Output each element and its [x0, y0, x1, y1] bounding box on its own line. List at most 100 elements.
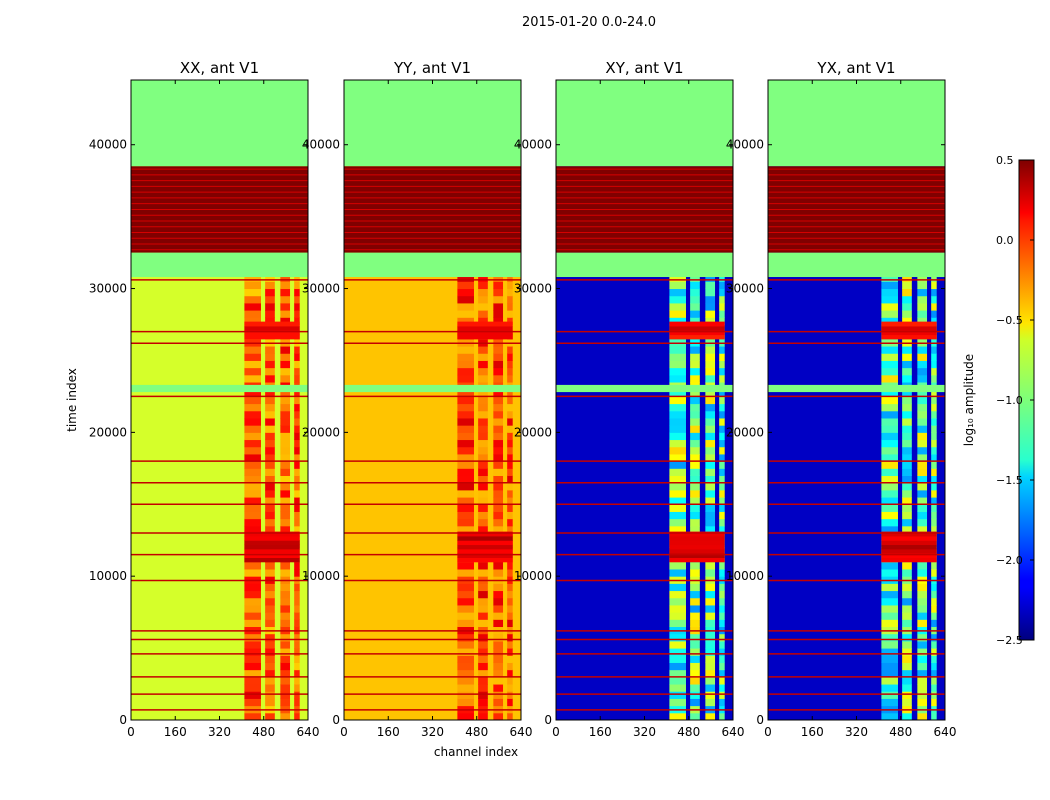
heatmap-cell — [705, 374, 716, 383]
heatmap-cell — [690, 497, 700, 505]
heatmap-cell — [705, 684, 716, 692]
heatmap-cell — [902, 583, 912, 592]
heatmap-cell — [881, 317, 898, 325]
heatmap-cell — [690, 302, 700, 311]
heatmap-cell — [507, 583, 513, 592]
heatmap-cell — [493, 281, 504, 290]
heatmap-cell — [881, 334, 937, 340]
heatmap-cell — [881, 374, 898, 383]
heatmap-cell — [507, 425, 513, 433]
heatmap-cell — [294, 396, 300, 405]
heatmap-cell — [719, 525, 725, 534]
heatmap-cell — [457, 561, 474, 570]
heatmap-cell — [881, 389, 898, 397]
heatmap-cell — [457, 712, 474, 720]
heatmap-cell — [294, 295, 300, 304]
heatmap-cell — [902, 461, 912, 469]
heatmap-cell — [507, 568, 513, 577]
heatmap-cell — [705, 446, 716, 455]
heatmap-cell — [478, 310, 488, 318]
heatmap-cell — [478, 403, 488, 412]
heatmap-cell — [917, 568, 928, 577]
colorbar-tick-label: −2.0 — [996, 554, 1023, 567]
heatmap-cell — [881, 548, 937, 554]
heatmap-cell — [478, 489, 488, 498]
heatmap-cell — [690, 367, 700, 376]
heatmap-cell — [280, 612, 291, 620]
heatmap-cell — [244, 691, 261, 699]
x-tick-label: 640 — [722, 725, 745, 739]
heatmap-cell — [265, 684, 275, 692]
heatmap-cell — [457, 281, 474, 290]
heatmap-cell — [244, 544, 300, 550]
heatmap-cell — [294, 698, 300, 707]
heatmap-cell — [902, 633, 912, 642]
heatmap-cell — [705, 568, 716, 577]
heatmap-cell — [690, 655, 700, 663]
heatmap-cell — [705, 302, 716, 311]
heatmap-cell — [294, 619, 300, 628]
heatmap-cell — [719, 353, 725, 361]
heatmap-cell — [917, 561, 928, 570]
heatmap-cell — [881, 302, 898, 311]
heatmap-cell — [719, 698, 725, 707]
flagged-block — [556, 384, 733, 393]
heatmap-cell — [705, 403, 716, 412]
y-tick-label: 0 — [544, 713, 552, 727]
heatmap-cell — [917, 504, 928, 512]
heatmap-cell — [705, 360, 716, 369]
heatmap-cell — [902, 396, 912, 405]
flagged-block — [131, 80, 308, 167]
heatmap-cell — [457, 531, 513, 537]
heatmap-cell — [931, 453, 937, 462]
heatmap-cell — [705, 511, 716, 520]
heatmap-cell — [931, 317, 937, 325]
heatmap-cell — [705, 633, 716, 642]
heatmap-cell — [493, 590, 504, 599]
heatmap-cell — [917, 389, 928, 397]
heatmap-cell — [244, 597, 261, 606]
heatmap-cell — [457, 396, 474, 405]
heatmap-cell — [493, 453, 504, 462]
heatmap-cell — [669, 281, 686, 290]
heatmap-cell — [719, 461, 725, 469]
heatmap-cell — [902, 497, 912, 505]
heatmap-cell — [931, 497, 937, 505]
heatmap-cell — [881, 518, 898, 527]
heatmap-cell — [690, 274, 700, 282]
heatmap-cell — [902, 684, 912, 692]
heatmap-cell — [280, 489, 291, 498]
heatmap-cell — [719, 497, 725, 505]
heatmap-cell — [931, 604, 937, 613]
heatmap-cell — [507, 511, 513, 520]
heatmap-cell — [719, 417, 725, 426]
heatmap-cell — [294, 403, 300, 412]
figure-suptitle: 2015-01-20 0.0-24.0 — [522, 15, 656, 30]
heatmap-cell — [294, 604, 300, 613]
heatmap-cell — [917, 648, 928, 656]
heatmap-cell — [931, 410, 937, 419]
heatmap-cell — [690, 669, 700, 678]
heatmap-cell — [493, 561, 504, 570]
x-tick-label: 160 — [801, 725, 824, 739]
heatmap-cell — [881, 540, 937, 546]
heatmap-cell — [280, 346, 291, 354]
heatmap-cell — [507, 676, 513, 685]
heatmap-cell — [265, 525, 275, 534]
heatmap-cell — [931, 662, 937, 671]
heatmap-cell — [902, 604, 912, 613]
heatmap-cell — [493, 612, 504, 620]
heatmap-cell — [280, 698, 291, 707]
heatmap-cell — [493, 597, 504, 606]
heatmap-cell — [902, 612, 912, 620]
heatmap-cell — [478, 669, 488, 678]
heatmap-cell — [669, 590, 686, 599]
colorbar-label: log₁₀ amplitude — [962, 354, 976, 446]
colorbar: 0.5 0.0 −0.5 −1.0 −1.5 −2.0 −2.5 log₁₀ amplitu… — [962, 154, 1035, 647]
heatmap-cell — [690, 389, 700, 397]
heatmap-cell — [669, 403, 686, 412]
heatmap-cell — [478, 475, 488, 484]
heatmap-cell — [705, 583, 716, 592]
heatmap-cell — [478, 712, 488, 720]
heatmap-cell — [244, 540, 300, 546]
